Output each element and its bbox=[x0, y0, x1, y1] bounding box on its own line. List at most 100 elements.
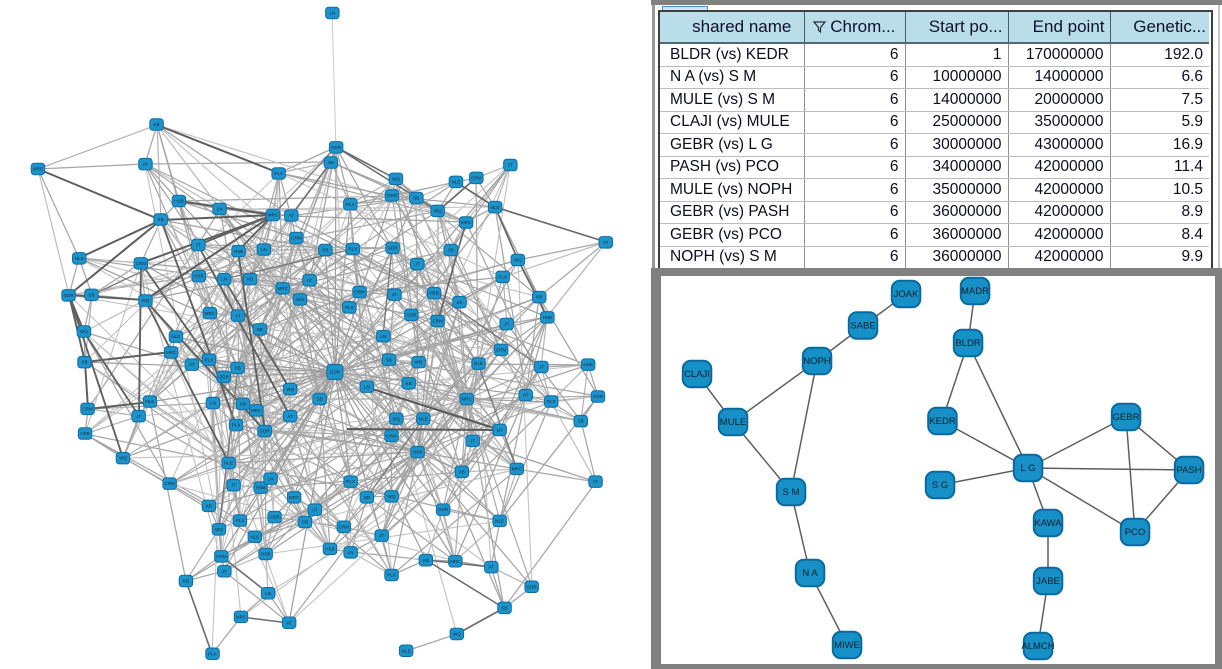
svg-text:L G: L G bbox=[1021, 463, 1036, 474]
svg-text:S G: S G bbox=[932, 480, 948, 491]
svg-text:CRM: CRM bbox=[354, 290, 365, 295]
svg-text:MULE: MULE bbox=[720, 417, 746, 428]
svg-text:WQ: WQ bbox=[453, 632, 461, 637]
svg-text:SB: SB bbox=[302, 520, 308, 525]
svg-text:NLE: NLE bbox=[250, 534, 259, 539]
svg-text:WQ: WQ bbox=[119, 456, 127, 461]
svg-text:CRM: CRM bbox=[386, 434, 397, 439]
svg-text:KB: KB bbox=[82, 360, 88, 365]
svg-text:GEBR: GEBR bbox=[1113, 412, 1140, 423]
svg-text:KB: KB bbox=[423, 558, 429, 563]
svg-text:HSB: HSB bbox=[543, 315, 552, 320]
svg-text:NLE: NLE bbox=[402, 648, 411, 653]
svg-text:LN: LN bbox=[210, 401, 216, 406]
svg-text:HSB: HSB bbox=[413, 450, 422, 455]
svg-text:CRM: CRM bbox=[496, 347, 507, 352]
svg-text:MRC: MRC bbox=[461, 397, 472, 402]
svg-text:NOPH: NOPH bbox=[803, 356, 831, 367]
svg-text:LN: LN bbox=[268, 476, 274, 481]
svg-text:KB: KB bbox=[154, 122, 160, 127]
svg-text:JT: JT bbox=[508, 163, 513, 168]
svg-text:BLDR: BLDR bbox=[955, 338, 980, 349]
svg-text:KEDR: KEDR bbox=[929, 416, 956, 427]
svg-text:NLE: NLE bbox=[419, 416, 428, 421]
svg-text:HSB: HSB bbox=[256, 485, 265, 490]
svg-text:KB: KB bbox=[459, 469, 465, 474]
svg-text:GDR: GDR bbox=[406, 313, 417, 318]
svg-text:HSB: HSB bbox=[80, 431, 89, 436]
svg-text:JT: JT bbox=[470, 438, 475, 443]
svg-text:HSB: HSB bbox=[234, 249, 243, 254]
svg-text:SABE: SABE bbox=[850, 321, 875, 332]
svg-text:CRM: CRM bbox=[339, 524, 350, 529]
svg-text:SB: SB bbox=[235, 366, 241, 371]
svg-text:PLX: PLX bbox=[547, 399, 556, 404]
svg-text:PLX: PLX bbox=[232, 423, 241, 428]
svg-text:NLE: NLE bbox=[224, 461, 233, 466]
svg-text:NLE: NLE bbox=[491, 205, 500, 210]
svg-text:PASH: PASH bbox=[1176, 465, 1201, 476]
svg-text:JT: JT bbox=[136, 414, 141, 419]
svg-text:LN: LN bbox=[364, 384, 370, 389]
svg-text:HSB: HSB bbox=[261, 552, 270, 557]
svg-text:LN: LN bbox=[348, 550, 354, 555]
svg-text:JT: JT bbox=[392, 292, 397, 297]
svg-text:KB: KB bbox=[158, 217, 164, 222]
svg-text:LN: LN bbox=[380, 334, 386, 339]
svg-text:KB: KB bbox=[322, 248, 328, 253]
svg-text:CRM: CRM bbox=[216, 554, 227, 559]
svg-text:PLX: PLX bbox=[274, 171, 283, 176]
svg-text:HSB: HSB bbox=[429, 291, 438, 296]
svg-text:GDR: GDR bbox=[331, 145, 342, 150]
svg-text:MRC: MRC bbox=[289, 495, 300, 500]
svg-text:SB: SB bbox=[448, 248, 454, 253]
svg-text:MADR: MADR bbox=[961, 286, 989, 297]
svg-text:AT: AT bbox=[307, 278, 313, 283]
svg-text:KB: KB bbox=[247, 277, 253, 282]
svg-text:WQ: WQ bbox=[392, 176, 400, 181]
svg-text:NLE: NLE bbox=[171, 334, 180, 339]
svg-text:GDR: GDR bbox=[387, 245, 398, 250]
svg-text:LN: LN bbox=[329, 11, 335, 16]
svg-text:PLX: PLX bbox=[346, 202, 355, 207]
svg-text:WQ: WQ bbox=[80, 329, 88, 334]
svg-text:LN: LN bbox=[217, 207, 223, 212]
svg-text:KAWA: KAWA bbox=[1034, 518, 1062, 529]
svg-text:JT: JT bbox=[415, 262, 420, 267]
svg-text:WQ: WQ bbox=[388, 494, 396, 499]
svg-text:PLX: PLX bbox=[236, 518, 245, 523]
svg-text:GDR: GDR bbox=[438, 507, 449, 512]
svg-text:GDR: GDR bbox=[259, 429, 270, 434]
svg-text:LN: LN bbox=[265, 591, 271, 596]
svg-text:AT: AT bbox=[603, 240, 609, 245]
svg-text:NLE: NLE bbox=[75, 256, 84, 261]
svg-text:KB: KB bbox=[183, 579, 189, 584]
svg-text:PLX: PLX bbox=[346, 479, 355, 484]
svg-text:WQ: WQ bbox=[514, 258, 522, 263]
svg-text:WQ: WQ bbox=[215, 527, 223, 532]
svg-text:JT: JT bbox=[539, 365, 544, 370]
svg-text:KB: KB bbox=[536, 295, 542, 300]
svg-text:CRM: CRM bbox=[82, 407, 93, 412]
svg-text:GDR: GDR bbox=[526, 584, 537, 589]
svg-text:AT: AT bbox=[189, 362, 195, 367]
svg-text:MRC: MRC bbox=[461, 220, 472, 225]
svg-text:AT: AT bbox=[143, 162, 149, 167]
svg-text:PLX: PLX bbox=[387, 573, 396, 578]
svg-text:JOAK: JOAK bbox=[894, 289, 919, 300]
svg-text:MRC: MRC bbox=[236, 615, 247, 620]
svg-text:SB: SB bbox=[386, 357, 392, 362]
svg-text:GDR: GDR bbox=[219, 375, 230, 380]
svg-text:NLE: NLE bbox=[296, 297, 305, 302]
svg-text:MIWE: MIWE bbox=[834, 640, 860, 651]
svg-text:S M: S M bbox=[783, 487, 800, 498]
svg-text:JT: JT bbox=[222, 569, 227, 574]
svg-text:AT: AT bbox=[235, 313, 241, 318]
svg-text:PLX: PLX bbox=[349, 247, 358, 252]
svg-text:NLE: NLE bbox=[452, 179, 461, 184]
svg-text:MRC: MRC bbox=[268, 213, 279, 218]
svg-text:NLE: NLE bbox=[495, 519, 504, 524]
svg-text:AT: AT bbox=[312, 507, 318, 512]
svg-text:MRC: MRC bbox=[450, 559, 461, 564]
svg-text:PCO: PCO bbox=[1125, 527, 1146, 538]
